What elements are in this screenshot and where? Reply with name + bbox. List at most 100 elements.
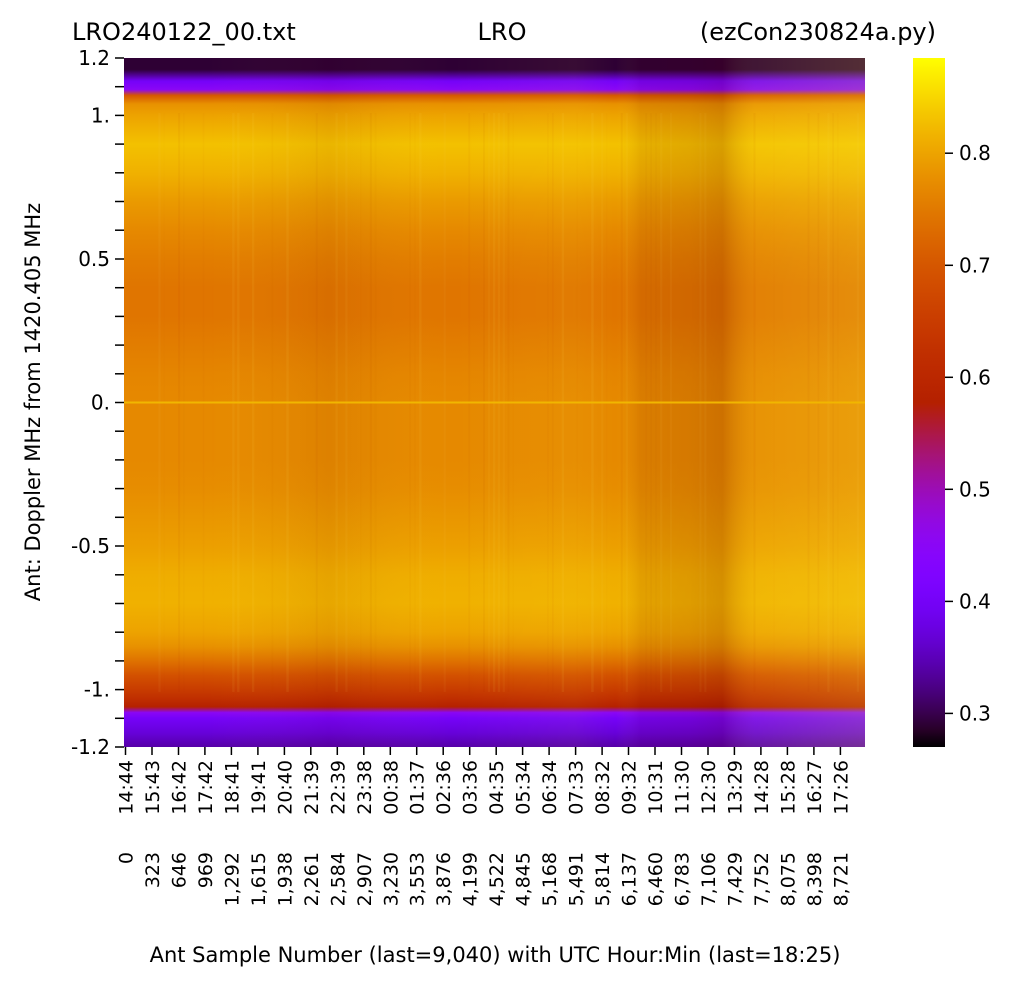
x-tick-time: 14:28 bbox=[751, 760, 773, 815]
x-tick-label: 11:30 bbox=[672, 760, 694, 815]
x-tick-time: 12:30 bbox=[698, 760, 720, 815]
x-tick-time: 02:36 bbox=[433, 760, 455, 815]
x-tick-label: 05:34 bbox=[513, 760, 535, 815]
x-tick-label: 16:42 bbox=[169, 760, 191, 815]
y-tick-label: 0. bbox=[91, 391, 110, 415]
x-tick-label: 14:44 bbox=[116, 760, 138, 815]
x-tick-sample: 6,783 bbox=[672, 852, 694, 906]
x-tick-label: 00:38 bbox=[380, 760, 402, 815]
x-tick-sample: 7,429 bbox=[724, 852, 746, 906]
x-tick-label: 09:32 bbox=[619, 760, 641, 815]
x-tick-time: 01:37 bbox=[407, 760, 429, 815]
x-tick-time: 23:38 bbox=[354, 760, 376, 815]
x-tick-time: 07:33 bbox=[566, 760, 588, 815]
x-tick-sample: 7,106 bbox=[698, 852, 720, 906]
x-tick-label: 21:39 bbox=[301, 760, 323, 815]
x-tick-sample: 8,721 bbox=[830, 852, 852, 906]
x-tick-sample: 6,137 bbox=[619, 852, 641, 906]
x-tick-time: 16:42 bbox=[169, 760, 191, 815]
y-axis-title: Ant: Doppler MHz from 1420.405 MHz bbox=[21, 203, 45, 601]
x-tick-time: 04:35 bbox=[486, 760, 508, 815]
x-tick-time: 05:34 bbox=[513, 760, 535, 815]
x-tick-label: 07:33 bbox=[566, 760, 588, 815]
x-tick-label: 04:35 bbox=[486, 760, 508, 815]
x-axis-title: Ant Sample Number (last=9,040) with UTC … bbox=[150, 943, 841, 967]
title-filename: LRO240122_00.txt bbox=[72, 18, 296, 46]
x-tick-time: 17:42 bbox=[195, 760, 217, 815]
x-tick-label: 06:34 bbox=[539, 760, 561, 815]
colorbar-gradient bbox=[913, 58, 945, 747]
x-tick-label: 17:42 bbox=[195, 760, 217, 815]
x-tick-label: 20:40 bbox=[274, 760, 296, 815]
x-tick-sample: 5,814 bbox=[592, 852, 614, 906]
title-script: (ezCon230824a.py) bbox=[700, 18, 936, 46]
x-tick-sample: 4,845 bbox=[513, 852, 535, 906]
y-tick-label: -0.5 bbox=[71, 534, 110, 558]
colorbar-ticks: 0.3 0.4 0.5 0.6 0.7 0.8 bbox=[945, 141, 991, 725]
x-tick-sample: 1,292 bbox=[221, 852, 243, 906]
x-tick-label: 01:37 bbox=[407, 760, 429, 815]
x-tick-sample: 3,876 bbox=[433, 852, 455, 906]
x-tick-sample: 7,752 bbox=[751, 852, 773, 906]
x-tick-sample: 8,398 bbox=[804, 852, 826, 906]
x-tick-time: 15:43 bbox=[142, 760, 164, 815]
x-tick-time: 06:34 bbox=[539, 760, 561, 815]
x-tick-label: 19:41 bbox=[248, 760, 270, 815]
colorbar-tick-label: 0.8 bbox=[959, 141, 991, 165]
x-tick-sample: 646 bbox=[169, 852, 191, 888]
title-station: LRO bbox=[478, 18, 527, 46]
y-tick-label: -1. bbox=[84, 678, 110, 702]
x-tick-label: 15:43 bbox=[142, 760, 164, 815]
x-tick-label: 22:39 bbox=[327, 760, 349, 815]
y-axis: 1.2 1. 0.5 0. -0.5 -1. -1.2 bbox=[71, 46, 124, 759]
x-tick-label: 18:41 bbox=[221, 760, 243, 815]
x-tick-time: 21:39 bbox=[301, 760, 323, 815]
x-tick-time: 08:32 bbox=[592, 760, 614, 815]
x-tick-label: 12:30 bbox=[698, 760, 720, 815]
y-tick-label: 1.2 bbox=[78, 46, 110, 70]
colorbar: 0.3 0.4 0.5 0.6 0.7 0.8 bbox=[913, 58, 991, 747]
heatmap-plot-area bbox=[124, 58, 865, 747]
x-tick-sample: 6,460 bbox=[645, 852, 667, 906]
x-tick-time: 15:28 bbox=[777, 760, 799, 815]
x-tick-label: 17:26 bbox=[830, 760, 852, 815]
x-tick-time: 16:27 bbox=[804, 760, 826, 815]
colorbar-tick-label: 0.6 bbox=[959, 365, 991, 389]
x-tick-time: 20:40 bbox=[274, 760, 296, 815]
x-tick-time: 18:41 bbox=[221, 760, 243, 815]
x-tick-time: 13:29 bbox=[724, 760, 746, 815]
y-tick-label: -1.2 bbox=[71, 735, 110, 759]
heatmap-center-line bbox=[124, 401, 865, 404]
x-tick-time: 00:38 bbox=[380, 760, 402, 815]
x-tick-label: 15:28 bbox=[777, 760, 799, 815]
x-tick-sample: 4,199 bbox=[460, 852, 482, 906]
x-tick-label: 14:28 bbox=[751, 760, 773, 815]
x-tick-sample: 2,584 bbox=[327, 852, 349, 906]
x-tick-time: 22:39 bbox=[327, 760, 349, 815]
colorbar-tick-label: 0.7 bbox=[959, 253, 991, 277]
x-tick-time: 11:30 bbox=[672, 760, 694, 815]
x-tick-time: 09:32 bbox=[619, 760, 641, 815]
colorbar-tick-label: 0.4 bbox=[959, 589, 991, 613]
x-tick-sample: 2,261 bbox=[301, 852, 323, 906]
x-tick-sample: 0 bbox=[116, 852, 138, 864]
x-tick-time: 17:26 bbox=[830, 760, 852, 815]
x-tick-sample: 2,907 bbox=[354, 852, 376, 906]
y-tick-label: 0.5 bbox=[78, 247, 110, 271]
x-tick-sample: 5,491 bbox=[566, 852, 588, 906]
x-tick-sample: 8,075 bbox=[777, 852, 799, 906]
x-tick-sample: 323 bbox=[142, 852, 164, 888]
x-tick-time: 03:36 bbox=[460, 760, 482, 815]
x-tick-label: 13:29 bbox=[724, 760, 746, 815]
x-tick-sample: 1,615 bbox=[248, 852, 270, 906]
x-tick-sample: 1,938 bbox=[274, 852, 296, 906]
x-tick-time: 10:31 bbox=[645, 760, 667, 815]
x-tick-label: 03:36 bbox=[460, 760, 482, 815]
x-axis: 14:44 0 15:43 323 16:42 646 17:42 969 18:41 1,292… bbox=[116, 747, 852, 906]
colorbar-tick-label: 0.5 bbox=[959, 477, 991, 501]
x-tick-label: 02:36 bbox=[433, 760, 455, 815]
colorbar-tick-label: 0.3 bbox=[959, 701, 991, 725]
x-tick-label: 08:32 bbox=[592, 760, 614, 815]
x-tick-time: 19:41 bbox=[248, 760, 270, 815]
